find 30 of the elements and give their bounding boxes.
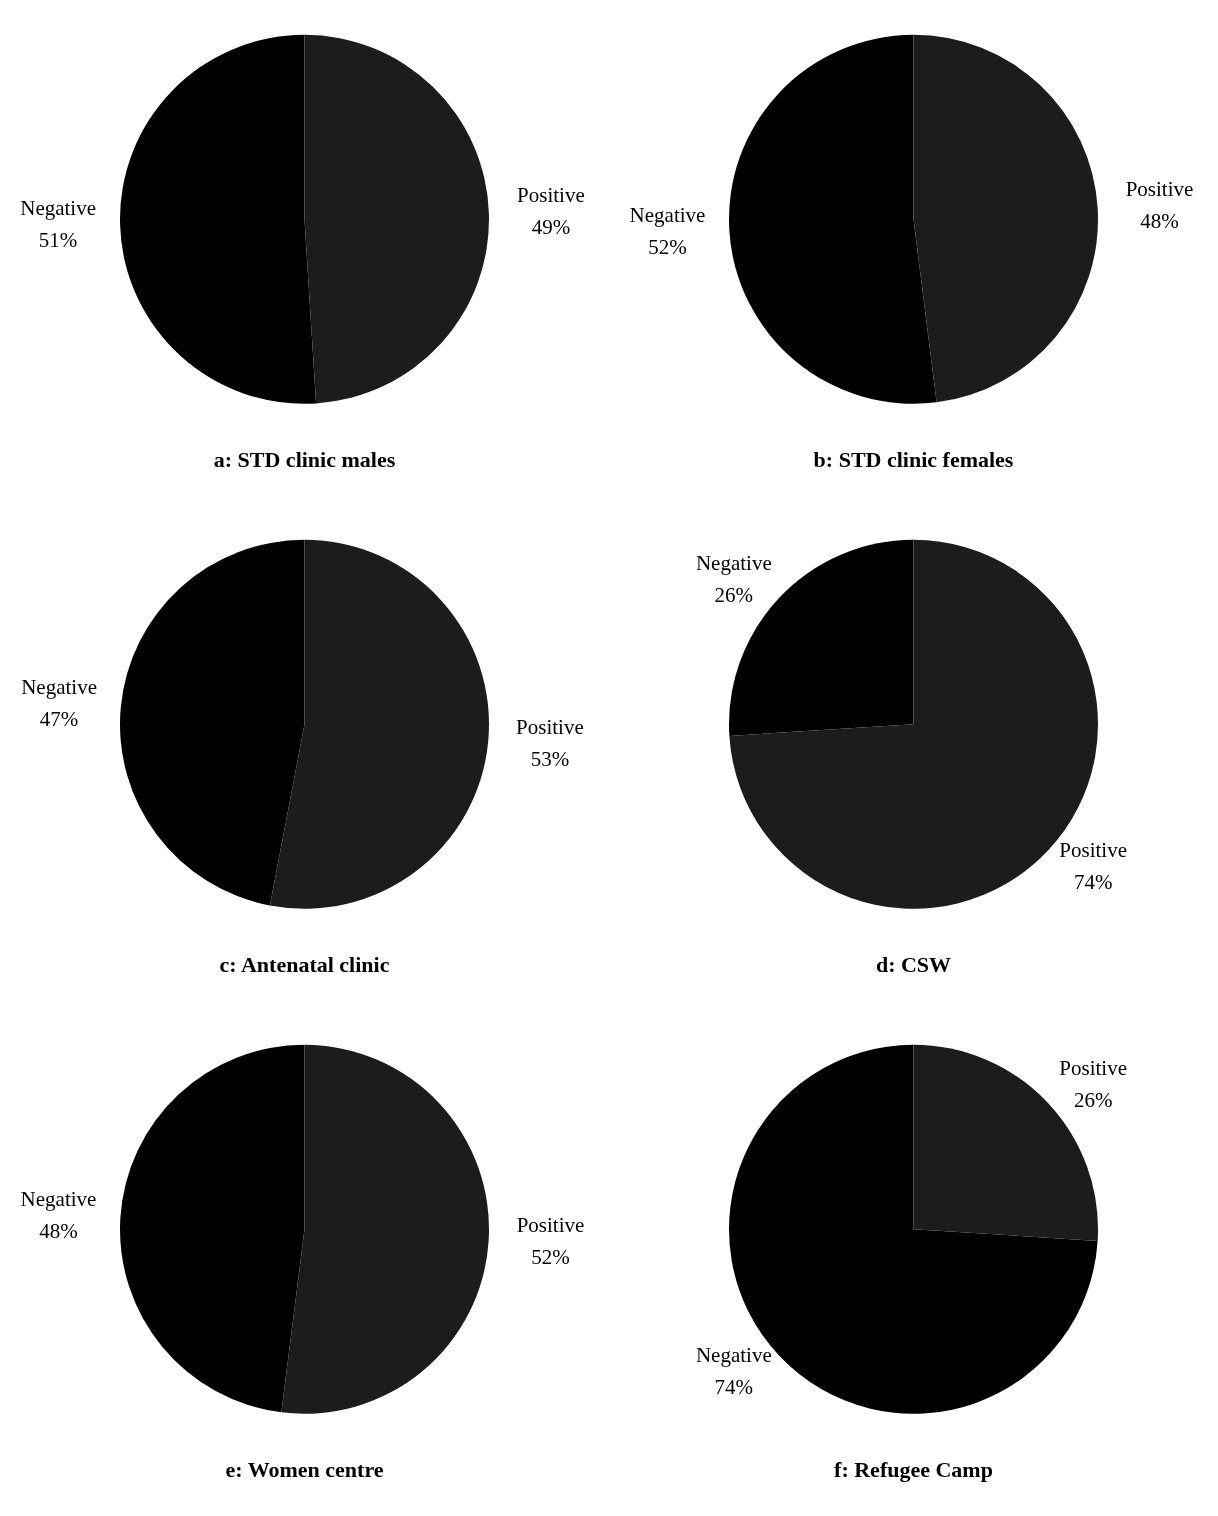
slice-label: Negative [695, 551, 772, 576]
data-label: 51% [38, 228, 78, 253]
data-label: 26% [1073, 1088, 1113, 1113]
data-label: 26% [714, 583, 754, 608]
slice-label: Negative [629, 202, 706, 227]
slice-label: Negative [20, 196, 97, 221]
slice-label: Positive [1059, 838, 1128, 863]
data-label: 52% [531, 1244, 570, 1269]
slice-label: Negative [695, 1343, 772, 1368]
slice-label: Positive [517, 183, 585, 208]
slice-label: Negative [20, 1186, 97, 1211]
data-label: 47% [39, 707, 79, 732]
data-label: 48% [39, 1218, 78, 1243]
slice-label: Positive [1059, 1056, 1128, 1081]
data-label: 52% [648, 234, 687, 259]
slice-label: Negative [21, 675, 97, 700]
slice-label: Positive [516, 714, 584, 739]
slice-label: Positive [1125, 176, 1194, 201]
text: f: Refugee Camp [834, 1457, 993, 1483]
slice-label: Positive [516, 1212, 585, 1237]
data-label: 74% [1073, 870, 1113, 895]
data-label: 48% [1140, 208, 1179, 233]
text: a: STD clinic males [213, 447, 396, 473]
text: d: CSW [875, 952, 952, 978]
data-label: 49% [531, 215, 571, 240]
text: c: Antenatal clinic [219, 952, 390, 978]
text: b: STD clinic females [813, 447, 1014, 473]
data-label: 53% [530, 746, 570, 771]
text: e: Women centre [225, 1457, 384, 1483]
data-label: 74% [714, 1375, 754, 1400]
